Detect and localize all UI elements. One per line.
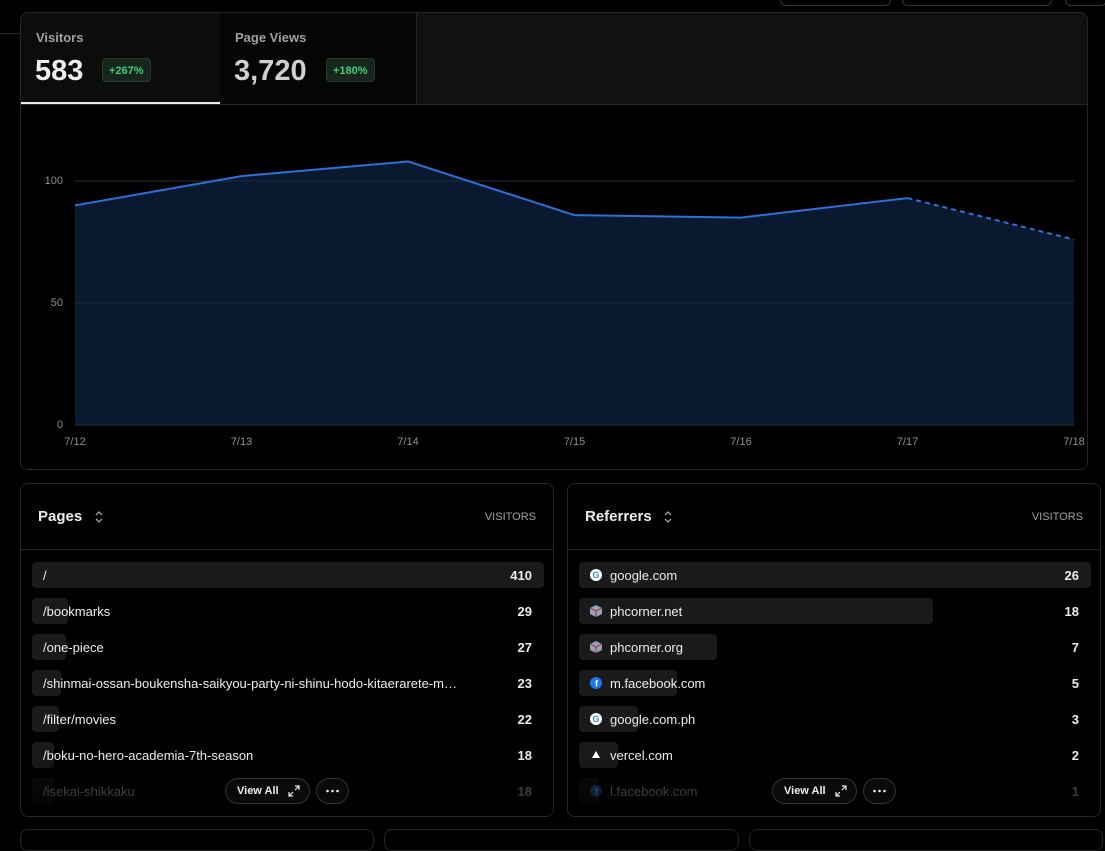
site-icon <box>589 641 603 653</box>
tab[interactable]: Visitors 583 +267% <box>21 13 220 104</box>
y-tick-label: 0 <box>57 419 63 431</box>
line-projected <box>907 197 1075 241</box>
change-badge: +267% <box>102 58 151 82</box>
sort-icon[interactable] <box>93 509 105 525</box>
row-label[interactable]: phcorner.org <box>610 640 683 655</box>
row-bar <box>32 670 61 696</box>
svg-text:G: G <box>592 570 599 580</box>
pages-panel: Pages VISITORS / 410/bookmarks 29/one-piec… <box>20 483 554 817</box>
button-label: View All <box>237 785 279 797</box>
dots-icon <box>873 789 886 793</box>
row-value: 410 <box>510 568 532 583</box>
column-header: VISITORS <box>1031 511 1083 523</box>
row-value: 18 <box>1064 604 1079 619</box>
row-label[interactable]: /filter/movies <box>43 712 116 727</box>
area <box>75 161 1074 426</box>
row-label[interactable]: m.facebook.com <box>610 676 706 691</box>
row-value: 3 <box>1071 712 1079 727</box>
row-value: 29 <box>517 604 532 619</box>
tab[interactable]: Page Views 3,720 +180% <box>220 13 417 104</box>
card-partial <box>749 829 1103 851</box>
expand-icon <box>835 785 847 797</box>
row-bar <box>579 598 934 624</box>
site-icon <box>589 605 603 617</box>
more-button[interactable] <box>316 778 349 804</box>
x-tick-label: 7/13 <box>231 436 252 448</box>
dots-icon <box>326 789 339 793</box>
row-value: 22 <box>517 712 532 727</box>
change-badge: +180% <box>326 58 375 82</box>
row-label[interactable]: /one-piece <box>43 640 104 655</box>
chart: 0 50 100 7/12 7/13 7/14 7/15 7/16 7/17 7/18 <box>45 160 1085 448</box>
row-value: 23 <box>517 676 532 691</box>
tab-value: 3,720 <box>234 55 307 87</box>
panel-title[interactable]: Referrers <box>585 508 652 525</box>
x-tick-label: 7/17 <box>897 436 918 448</box>
row-bar <box>32 706 60 732</box>
row-bar <box>32 562 544 588</box>
y-tick-label: 50 <box>51 297 63 309</box>
divider <box>568 549 1100 550</box>
top-divider <box>0 33 20 34</box>
tab-value: 583 <box>35 55 84 87</box>
row-value: 26 <box>1064 568 1079 583</box>
expand-icon <box>288 785 300 797</box>
sort-icon[interactable] <box>662 509 674 525</box>
divider <box>21 549 553 550</box>
view-all-button[interactable]: View All <box>772 778 857 804</box>
y-tick-label: 100 <box>45 175 63 187</box>
tab-label: Page Views <box>235 30 307 45</box>
row-bar <box>32 598 69 624</box>
row-value: 7 <box>1071 640 1079 655</box>
row-label[interactable]: google.com.ph <box>610 712 696 727</box>
x-tick-label: 7/15 <box>564 436 585 448</box>
panel-title[interactable]: Pages <box>38 508 83 525</box>
x-tick-label: 7/18 <box>1063 436 1084 448</box>
card-partial <box>384 829 739 851</box>
row-label[interactable]: /bookmarks <box>43 604 111 619</box>
chart-card: Visitors 583 +267% Page Views 3,720 +180… <box>20 12 1088 470</box>
view-all-button[interactable]: View All <box>225 778 310 804</box>
row-value: 5 <box>1071 676 1079 691</box>
tab-label: Visitors <box>36 30 84 45</box>
x-tick-label: 7/12 <box>64 436 85 448</box>
row-value: 2 <box>1072 748 1079 763</box>
card-partial <box>20 829 374 851</box>
toolbar-button[interactable] <box>780 0 891 6</box>
x-tick-label: 7/14 <box>397 436 418 448</box>
row-label[interactable]: phcorner.net <box>610 604 683 619</box>
row-label[interactable]: / <box>43 568 47 583</box>
site-icon: G <box>590 569 602 581</box>
row-bar <box>579 562 1091 588</box>
row-bar <box>32 634 66 660</box>
more-button[interactable] <box>863 778 896 804</box>
line <box>74 160 908 219</box>
button-label: View All <box>784 785 826 797</box>
svg-text:G: G <box>592 714 599 724</box>
row-label[interactable]: /shinmai-ossan-boukensha-saikyou-party-n… <box>43 676 458 691</box>
row-bar <box>579 706 639 732</box>
site-icon: f <box>590 677 602 689</box>
toolbar-button[interactable] <box>1065 0 1105 6</box>
toolbar-button[interactable] <box>902 0 1052 6</box>
column-header: VISITORS <box>484 511 536 523</box>
row-label[interactable]: google.com <box>610 568 678 583</box>
site-icon: G <box>590 713 602 725</box>
x-tick-label: 7/16 <box>730 436 751 448</box>
svg-text:f: f <box>595 678 599 688</box>
row-value: 27 <box>517 640 532 655</box>
